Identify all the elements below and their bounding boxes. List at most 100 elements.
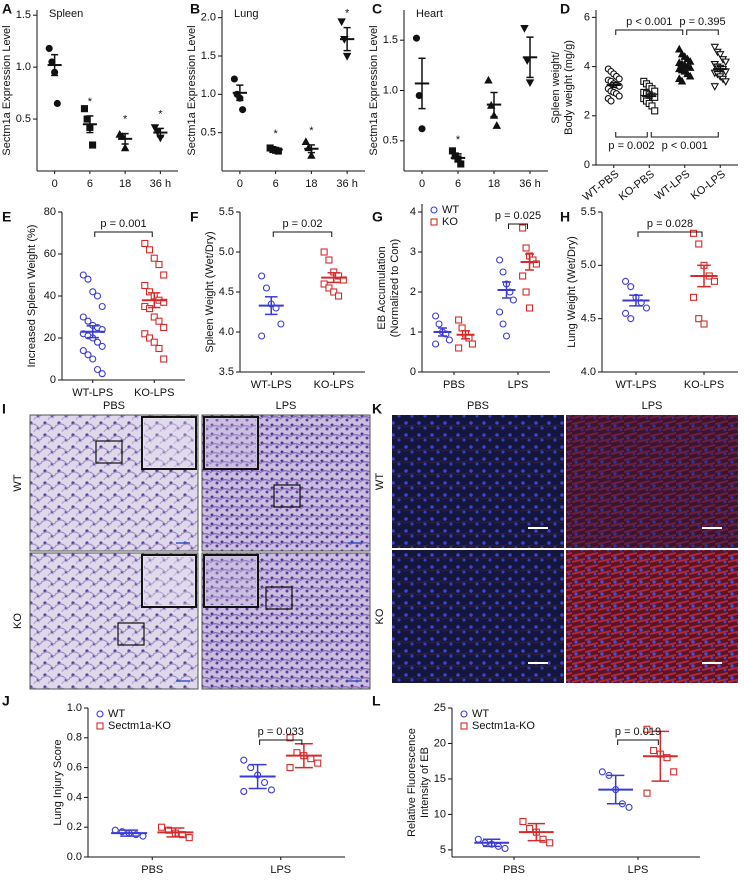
annotation: * xyxy=(273,128,278,140)
y-tick-label: 3.5 xyxy=(219,366,234,378)
data-point xyxy=(145,288,154,296)
panel-label: G xyxy=(372,209,383,225)
data-point xyxy=(695,240,703,248)
data-point xyxy=(320,248,328,256)
data-point xyxy=(260,778,269,787)
y-axis-label: Lung Injury Score xyxy=(52,739,64,825)
x-tick-label: 6 xyxy=(87,178,93,190)
annotation: * xyxy=(309,125,314,137)
panel-label: D xyxy=(560,1,570,17)
data-point xyxy=(93,338,102,346)
x-tick-label: 18 xyxy=(119,178,131,190)
data-point xyxy=(468,340,476,348)
panel-label: K xyxy=(372,401,382,417)
data-point xyxy=(93,365,102,374)
data-point xyxy=(307,151,316,159)
legend-label: WT xyxy=(472,708,489,720)
data-point xyxy=(496,308,504,316)
inset-pattern xyxy=(144,419,194,467)
x-tick-label: KO-LPS xyxy=(314,379,354,391)
data-point xyxy=(455,344,463,352)
column-label: PBS xyxy=(467,400,489,412)
data-point xyxy=(501,844,509,853)
y-tick-label: 25 xyxy=(434,702,446,714)
bracket xyxy=(259,739,303,745)
annotation: * xyxy=(456,134,461,146)
data-point xyxy=(519,272,527,280)
data-point xyxy=(412,34,421,42)
panel-label: J xyxy=(2,693,10,709)
y-tick-label: 0 xyxy=(584,159,590,171)
p-value: p = 0.033 xyxy=(258,726,304,738)
data-point xyxy=(98,370,106,378)
y-tick-label: 3 xyxy=(410,246,416,258)
micrograph xyxy=(566,415,738,548)
data-point xyxy=(247,764,255,772)
y-tick-label: 0.4 xyxy=(67,791,82,803)
data-point xyxy=(460,710,468,718)
y-tick-label: 40 xyxy=(44,290,56,302)
data-point xyxy=(455,316,463,324)
inset-region xyxy=(273,484,301,508)
legend-label: Sectm1a-KO xyxy=(108,720,171,732)
data-point xyxy=(230,75,238,83)
data-point xyxy=(84,351,92,359)
bracket xyxy=(686,29,719,35)
data-point xyxy=(710,43,720,52)
y-tick-label: 4.0 xyxy=(581,366,596,378)
data-point xyxy=(325,256,333,264)
data-point xyxy=(465,334,473,342)
data-point xyxy=(721,58,730,67)
y-axis-label: Spleen weight/ xyxy=(550,50,562,123)
inset-pattern xyxy=(206,419,256,467)
x-tick-label: KO-LPS xyxy=(684,379,724,391)
data-point xyxy=(141,281,149,290)
data-point xyxy=(700,320,708,328)
data-point xyxy=(651,107,659,115)
data-point xyxy=(277,320,285,328)
data-point xyxy=(157,823,166,831)
data-point xyxy=(430,218,438,226)
data-point xyxy=(145,305,154,313)
chart-title: Heart xyxy=(416,8,443,20)
p-value: p = 0.001 xyxy=(100,218,146,230)
inset-region xyxy=(117,622,145,646)
column-label: LPS xyxy=(642,400,663,412)
y-axis-label: Increased Spleen Weight (%) xyxy=(26,225,38,368)
data-point xyxy=(526,825,534,833)
data-point xyxy=(519,224,527,232)
data-point xyxy=(160,355,168,363)
data-point xyxy=(663,754,671,762)
bracket xyxy=(615,29,684,35)
data-point xyxy=(716,51,725,59)
data-point xyxy=(342,52,352,61)
data-point xyxy=(89,355,97,363)
panel-label: E xyxy=(2,209,11,225)
data-point xyxy=(418,125,426,133)
x-tick-label: LPS xyxy=(508,379,529,391)
data-point xyxy=(98,342,106,350)
data-point xyxy=(457,160,465,168)
y-tick-label: 0.5 xyxy=(201,127,216,139)
data-point xyxy=(239,106,247,114)
x-tick-label: WT-LPS xyxy=(251,379,292,391)
legend-label: WT xyxy=(442,204,459,216)
bracket xyxy=(507,223,529,229)
x-tick-label: PBS xyxy=(503,864,525,876)
data-point xyxy=(45,44,53,52)
y-tick-label: 1.5 xyxy=(201,50,216,62)
y-tick-label: 0.5 xyxy=(383,135,398,147)
x-tick-label: LPS xyxy=(628,864,649,876)
p-value: p = 0.019 xyxy=(615,726,661,738)
inset-pattern xyxy=(144,557,194,605)
x-tick-label: KO-LPS xyxy=(134,387,174,399)
y-tick-label: 0.8 xyxy=(67,732,82,744)
data-point xyxy=(150,124,160,132)
p-value: p < 0.001 xyxy=(662,140,708,152)
data-point xyxy=(150,338,158,346)
x-tick-label: 6 xyxy=(273,178,279,190)
data-point xyxy=(155,344,163,353)
chart-title: Spleen xyxy=(49,8,83,20)
annotation: * xyxy=(88,96,93,108)
data-point xyxy=(258,332,266,340)
